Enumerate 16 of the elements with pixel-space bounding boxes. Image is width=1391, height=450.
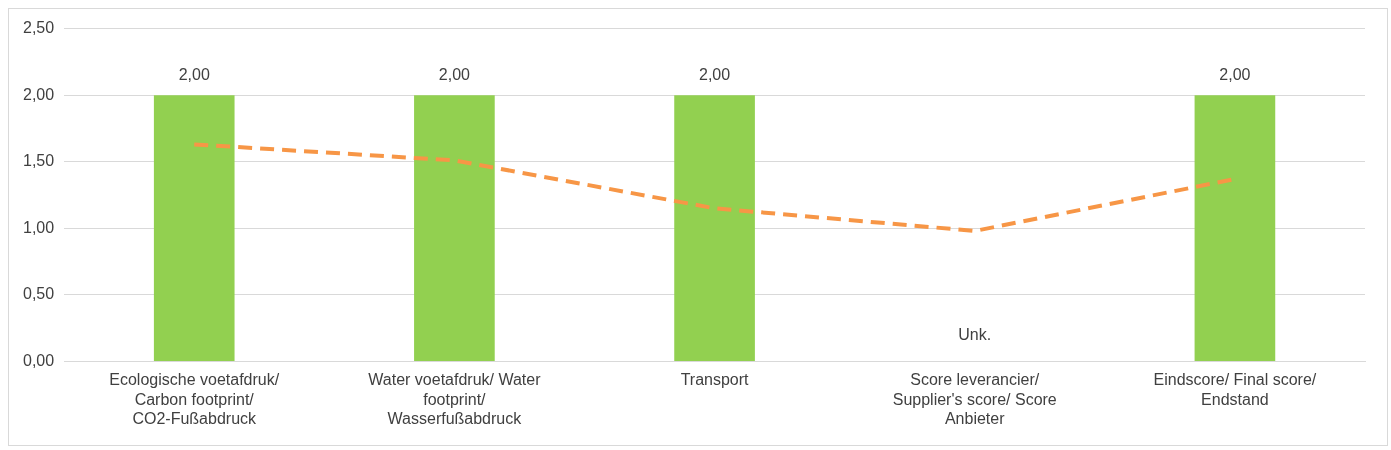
- y-tick-label: 0,00: [23, 351, 55, 369]
- y-tick-label: 2,00: [23, 85, 55, 103]
- x-tick-label: Eindscore/ Final score/ Endstand: [1153, 371, 1317, 408]
- data-label: 2,00: [438, 65, 471, 83]
- y-tick-label: 1,50: [23, 152, 55, 170]
- x-tick-label: Water voetafdruk/ Water footprint/ Wasserfußabdruck: [368, 371, 542, 427]
- text: Unk.: [958, 325, 992, 343]
- x-tick-label: Score leverancier/ Supplier's score/ Score Anbieter: [892, 371, 1057, 427]
- x-tick-label: Transport: [680, 371, 750, 389]
- y-tick-label: 2,50: [23, 19, 55, 37]
- y-tick-label: 0,50: [23, 285, 55, 303]
- data-label: 2,00: [178, 65, 210, 83]
- x-tick-label: Ecologische voetafdruk/ Carbon footprint/ CO2-Fußabdruck: [109, 371, 280, 427]
- data-label: 2,00: [699, 65, 731, 83]
- data-label: 2,00: [1219, 65, 1251, 83]
- y-tick-label: 1,00: [23, 218, 55, 236]
